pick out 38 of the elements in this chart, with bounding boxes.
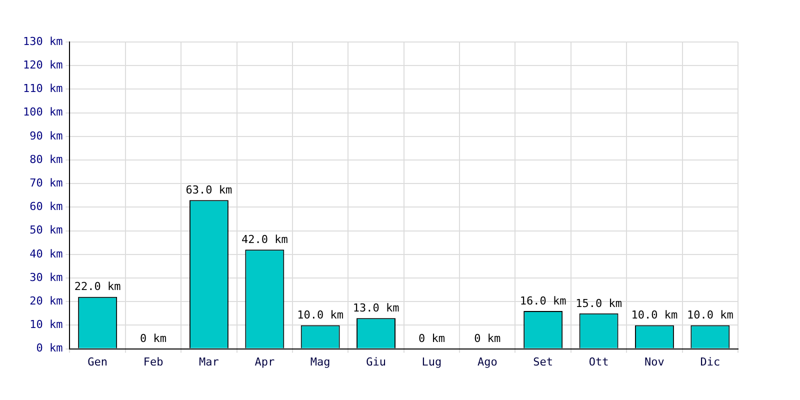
data-label: 0 km: [140, 332, 167, 346]
y-tick-label: 110 km: [22, 82, 64, 96]
data-label: 10.0 km: [297, 308, 344, 322]
x-tick-label: Mar: [199, 355, 220, 368]
x-tick-label: Dic: [700, 355, 720, 368]
x-tick-label: Lug: [422, 355, 442, 368]
data-label: 42.0 km: [241, 233, 288, 246]
data-label: 13.0 km: [352, 301, 400, 314]
x-tick-label: Nov: [644, 355, 665, 368]
y-tick-label: 70 km: [30, 176, 64, 190]
data-label: 10.0 km: [686, 308, 734, 322]
data-label: 63.0 km: [186, 183, 233, 196]
y-tick-label: 50 km: [30, 224, 64, 237]
x-tick-label: Mag: [310, 355, 330, 368]
y-tick-label: 10 km: [30, 318, 64, 332]
y-tick-label: 130 km: [22, 34, 64, 48]
y-tick-label: 30 km: [30, 270, 64, 284]
data-label: 0 km: [418, 332, 446, 346]
y-tick-label: 90 km: [30, 129, 64, 142]
x-tick-label: Giu: [366, 355, 386, 368]
data-label: 15.0 km: [576, 296, 622, 310]
y-tick-label: 40 km: [30, 247, 64, 260]
y-tick-label: 20 km: [30, 294, 64, 308]
y-tick-label: 120 km: [22, 58, 64, 72]
x-tick-label: Ott: [588, 355, 609, 368]
x-tick-label: Set: [533, 355, 554, 368]
data-label: 22.0 km: [74, 280, 122, 294]
x-tick-label: Gen: [88, 355, 108, 368]
y-tick-label: 60 km: [30, 200, 64, 214]
x-tick-label: Feb: [143, 355, 164, 368]
x-tick-label: Apr: [254, 355, 275, 368]
data-label: 10.0 km: [631, 308, 678, 322]
y-tick-label: 80 km: [30, 152, 64, 166]
y-tick-label: 0 km: [36, 342, 64, 355]
x-tick-label: Ago: [477, 355, 498, 368]
data-label: 0 km: [474, 332, 502, 346]
data-label: 16.0 km: [520, 294, 567, 308]
y-tick-label: 100 km: [22, 106, 64, 119]
